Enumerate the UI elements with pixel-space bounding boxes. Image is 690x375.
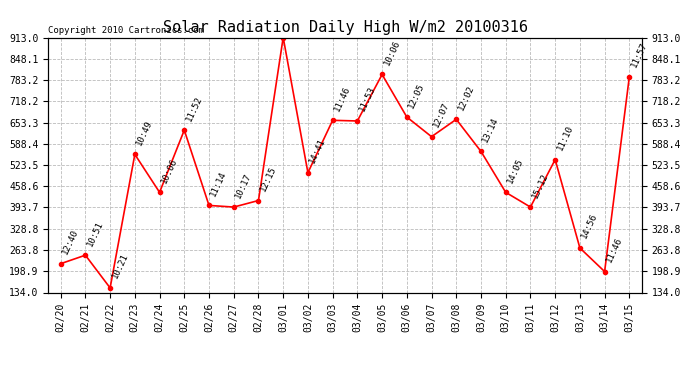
Text: 10:06: 10:06 [159,156,179,184]
Text: 10:49: 10:49 [135,118,155,147]
Text: 14:41: 14:41 [308,137,328,165]
Text: 12:02: 12:02 [456,84,476,112]
Text: 11:06: 11:06 [0,374,1,375]
Text: 11:52: 11:52 [184,94,204,123]
Text: 12:07: 12:07 [431,101,451,129]
Text: 12:15: 12:15 [259,165,278,193]
Text: 12:05: 12:05 [407,81,426,110]
Text: 10:51: 10:51 [86,219,105,248]
Text: 12:40: 12:40 [61,228,80,256]
Text: 10:06: 10:06 [382,39,402,67]
Text: 13:14: 13:14 [481,116,500,144]
Text: 10:21: 10:21 [110,252,130,280]
Text: 14:05: 14:05 [506,156,525,184]
Text: 14:56: 14:56 [580,212,600,240]
Text: 11:46: 11:46 [333,84,352,112]
Text: 11:10: 11:10 [555,124,575,152]
Text: 11:14: 11:14 [209,170,228,198]
Text: 11:57: 11:57 [629,41,649,69]
Text: Copyright 2010 Cartronics.com: Copyright 2010 Cartronics.com [48,26,204,35]
Text: 10:17: 10:17 [234,171,253,200]
Text: 11:46: 11:46 [604,236,624,264]
Title: Solar Radiation Daily High W/m2 20100316: Solar Radiation Daily High W/m2 20100316 [163,20,527,35]
Text: 11:53: 11:53 [357,85,377,113]
Text: 15:12: 15:12 [531,171,550,200]
